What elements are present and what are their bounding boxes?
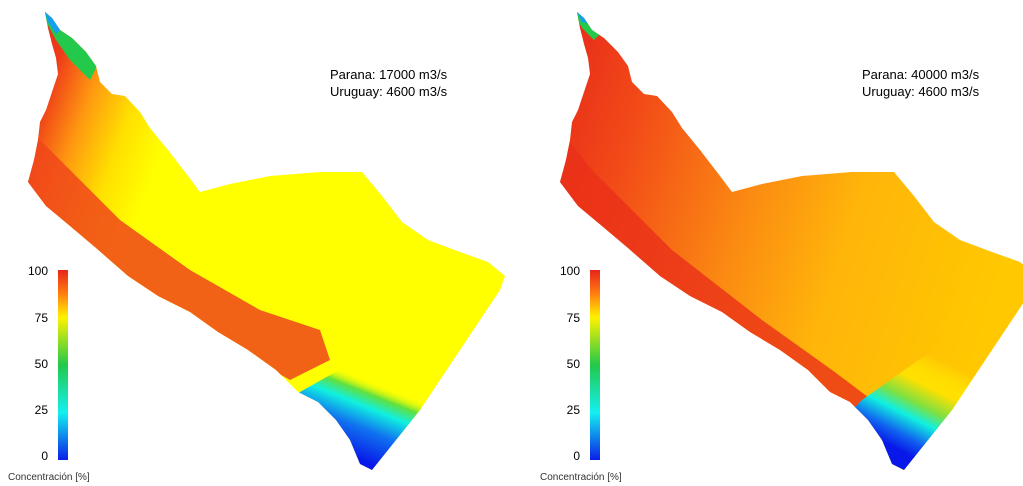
scale-tick-100: 100 — [559, 264, 580, 278]
scale-tick-25: 25 — [34, 403, 48, 417]
map-panel-left: Parana: 17000 m3/s Uruguay: 4600 m3/s 10… — [0, 0, 511, 486]
uruguay-flow-text: Uruguay: 4600 m3/s — [862, 84, 980, 99]
color-scale-bar — [590, 270, 600, 460]
estuary-map-right — [560, 12, 1023, 470]
scale-tick-50: 50 — [34, 357, 48, 371]
flow-annotation: Parana: 40000 m3/s Uruguay: 4600 m3/s — [862, 66, 979, 100]
color-scale-bar — [58, 270, 68, 460]
scale-tick-0: 0 — [41, 449, 48, 463]
scale-title: Concentración [%] — [8, 472, 90, 483]
scale-tick-100: 100 — [27, 264, 48, 278]
flow-annotation: Parana: 17000 m3/s Uruguay: 4600 m3/s — [330, 66, 447, 100]
scale-tick-75: 75 — [34, 311, 48, 325]
scale-tick-75: 75 — [566, 311, 580, 325]
parana-flow-text: Parana: 17000 m3/s — [330, 67, 448, 82]
parana-flow-text: Parana: 40000 m3/s — [862, 67, 980, 82]
uruguay-flow-text: Uruguay: 4600 m3/s — [330, 84, 448, 99]
scale-title: Concentración [%] — [540, 472, 622, 483]
scale-tick-0: 0 — [573, 449, 580, 463]
scale-tick-50: 50 — [566, 357, 580, 371]
estuary-map-left — [28, 12, 505, 470]
scale-tick-25: 25 — [566, 403, 580, 417]
map-panel-right: Parana: 40000 m3/s Uruguay: 4600 m3/s 10… — [532, 0, 1023, 486]
